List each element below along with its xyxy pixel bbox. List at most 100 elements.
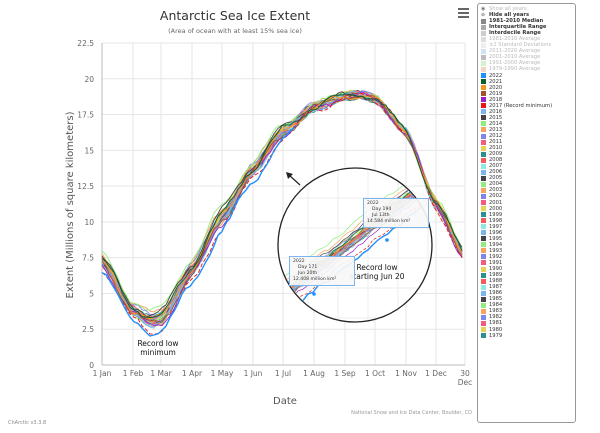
- legend-year-item[interactable]: 2017 (Record minimum): [481, 103, 572, 109]
- legend-label: 2020: [489, 84, 503, 91]
- legend-year-item[interactable]: 2021: [481, 79, 572, 85]
- legend-label: ±2 Standard Deviations: [489, 42, 552, 49]
- legend-year-item[interactable]: 2008: [481, 157, 572, 163]
- legend-year-item[interactable]: 2019: [481, 91, 572, 97]
- legend-label: 2011: [489, 139, 503, 146]
- annotation-line: starting Jun 20: [349, 271, 405, 281]
- series-line-2017[interactable]: [101, 92, 463, 335]
- legend-year-item[interactable]: 2006: [481, 169, 572, 175]
- y-axis-ticks: 0 2.5 5 7.5 10 12.5 15 17.5 20 22.5: [77, 39, 94, 370]
- legend-label: 1981: [489, 320, 503, 327]
- legend-year-item[interactable]: 1983: [481, 308, 572, 314]
- x-tick-label: 1 Nov: [395, 369, 417, 378]
- legend-label: 2006: [489, 169, 503, 176]
- legend-swatch: [481, 73, 486, 79]
- hamburger-menu-icon[interactable]: [458, 8, 469, 18]
- legend-stat-item[interactable]: Interdecile Range: [481, 30, 572, 36]
- y-tick-label: 20: [84, 75, 94, 84]
- legend-stat-item[interactable]: 1981-2010 Average: [481, 36, 572, 42]
- y-tick-label: 10: [84, 218, 94, 227]
- series-line-2022[interactable]: [101, 127, 295, 337]
- legend-year-item[interactable]: 1994: [481, 242, 572, 248]
- legend-year-item[interactable]: 2020: [481, 85, 572, 91]
- legend-control-0[interactable]: ◉ Show all years: [481, 6, 572, 12]
- legend-year-item[interactable]: 1988: [481, 278, 572, 284]
- legend-year-item[interactable]: 2015: [481, 115, 572, 121]
- legend-swatch: [481, 224, 486, 230]
- series-line-2020[interactable]: [101, 95, 463, 320]
- legend-year-item[interactable]: 1995: [481, 236, 572, 242]
- legend-year-item[interactable]: 2022: [481, 73, 572, 79]
- legend-year-item[interactable]: 2013: [481, 127, 572, 133]
- tooltip-day: Day 194: [372, 207, 392, 212]
- legend-stat-item[interactable]: 1981-2010 Median: [481, 18, 572, 24]
- highlight-point-day171[interactable]: [312, 292, 316, 296]
- legend-year-item[interactable]: 1996: [481, 230, 572, 236]
- legend-label: 2021: [489, 78, 503, 85]
- legend-stat-item[interactable]: ±2 Standard Deviations: [481, 42, 572, 48]
- tooltip-value: 14.584 million km²: [367, 219, 411, 224]
- tooltip-year: 2022: [367, 201, 379, 206]
- legend-year-item[interactable]: 1991: [481, 260, 572, 266]
- legend-year-item[interactable]: 1990: [481, 266, 572, 272]
- legend-year-item[interactable]: 2005: [481, 175, 572, 181]
- legend-year-item[interactable]: 2007: [481, 163, 572, 169]
- legend-swatch: [481, 24, 486, 30]
- legend-label: 2017 (Record minimum): [489, 102, 553, 109]
- legend-label: 2015: [489, 114, 503, 121]
- legend-year-item[interactable]: 2009: [481, 151, 572, 157]
- legend-label: 1998: [489, 217, 503, 224]
- eye-slash-icon: ⊘: [481, 12, 486, 19]
- legend-stat-item[interactable]: 2001-2010 Average: [481, 54, 572, 60]
- legend-year-item[interactable]: 2000: [481, 206, 572, 212]
- legend-label: 1999: [489, 211, 503, 218]
- legend-swatch: [481, 187, 486, 193]
- legend-control-1[interactable]: ⊘ Hide all years: [481, 12, 572, 18]
- legend-swatch: [481, 91, 486, 97]
- legend-year-item[interactable]: 2012: [481, 133, 572, 139]
- legend-year-item[interactable]: 1999: [481, 212, 572, 218]
- legend-year-item[interactable]: 1985: [481, 296, 572, 302]
- legend-stat-item[interactable]: Interquartile Range: [481, 24, 572, 30]
- legend-label: 2002: [489, 193, 503, 200]
- legend-label: 1993: [489, 247, 503, 254]
- legend-stat-item[interactable]: 1979-1990 Average: [481, 66, 572, 72]
- highlight-point-day194[interactable]: [385, 238, 389, 242]
- legend-year-item[interactable]: 1992: [481, 254, 572, 260]
- legend-year-item[interactable]: 2002: [481, 193, 572, 199]
- record-low-minimum-annotation: Record low minimum: [130, 339, 186, 357]
- legend-year-item[interactable]: 1989: [481, 272, 572, 278]
- series-line-2021[interactable]: [101, 93, 463, 318]
- legend-stat-item[interactable]: 1991-2000 Average: [481, 60, 572, 66]
- y-tick-label: 17.5: [77, 111, 94, 120]
- legend-year-item[interactable]: 2004: [481, 181, 572, 187]
- legend-year-item[interactable]: 1993: [481, 248, 572, 254]
- legend-stat-item[interactable]: 2011-2020 Average: [481, 48, 572, 54]
- legend-label: 2014: [489, 120, 503, 127]
- legend-year-item[interactable]: 2014: [481, 121, 572, 127]
- legend-swatch: [481, 242, 486, 248]
- legend-year-item[interactable]: 1980: [481, 326, 572, 333]
- x-tick-label: 1 Jul: [275, 369, 291, 378]
- legend-year-item[interactable]: 2003: [481, 187, 572, 193]
- legend-year-item[interactable]: 2011: [481, 139, 572, 145]
- legend-year-item[interactable]: 1981: [481, 320, 572, 326]
- legend-year-item[interactable]: 2018: [481, 97, 572, 103]
- legend-year-item[interactable]: 1987: [481, 284, 572, 290]
- legend-year-item[interactable]: 1984: [481, 302, 572, 308]
- legend-year-item[interactable]: 1998: [481, 218, 572, 224]
- legend-year-item[interactable]: 2001: [481, 200, 572, 206]
- legend-year-item[interactable]: 1982: [481, 314, 572, 320]
- legend-label: 1991: [489, 259, 503, 266]
- eye-icon: ◉: [481, 6, 486, 13]
- legend-year-item[interactable]: 2016: [481, 109, 572, 115]
- legend-year-item[interactable]: 1997: [481, 224, 572, 230]
- tooltip-year: 2022: [293, 259, 305, 264]
- tooltip-date: Jul 13th: [372, 213, 390, 218]
- series-line-2019[interactable]: [101, 95, 463, 323]
- legend-year-item[interactable]: 1986: [481, 290, 572, 296]
- legend-year-item[interactable]: 1979: [481, 333, 572, 339]
- legend-label: 1986: [489, 290, 503, 297]
- annotation-line: minimum: [140, 347, 176, 357]
- legend-year-item[interactable]: 2010: [481, 145, 572, 151]
